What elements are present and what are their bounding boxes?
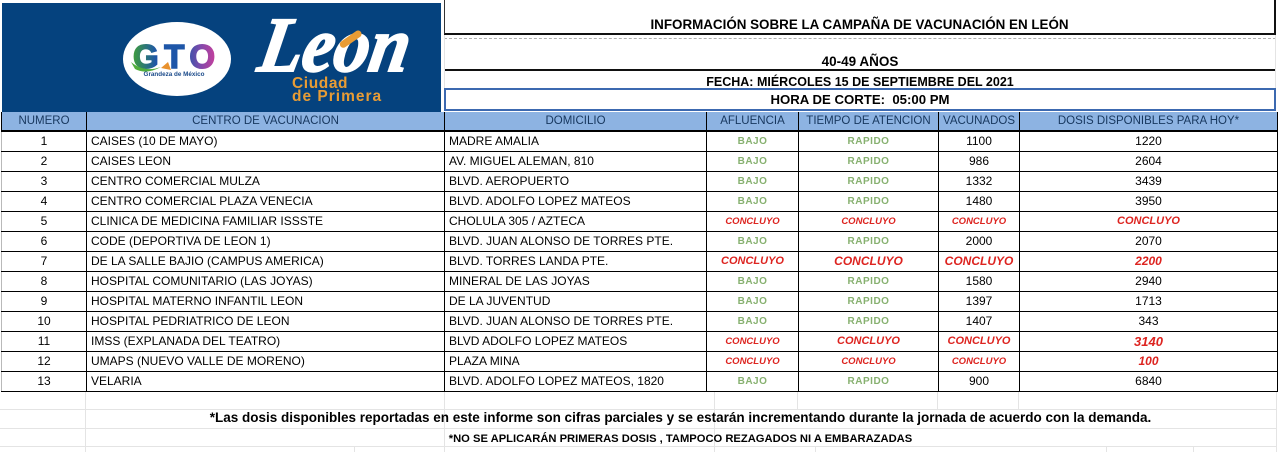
- svg-text:Grandeza de México: Grandeza de México: [144, 71, 205, 78]
- svg-text:de Primera: de Primera: [292, 88, 382, 105]
- svg-text:Leon: Leon: [252, 3, 418, 89]
- svg-text:Ciudad: Ciudad: [292, 75, 348, 92]
